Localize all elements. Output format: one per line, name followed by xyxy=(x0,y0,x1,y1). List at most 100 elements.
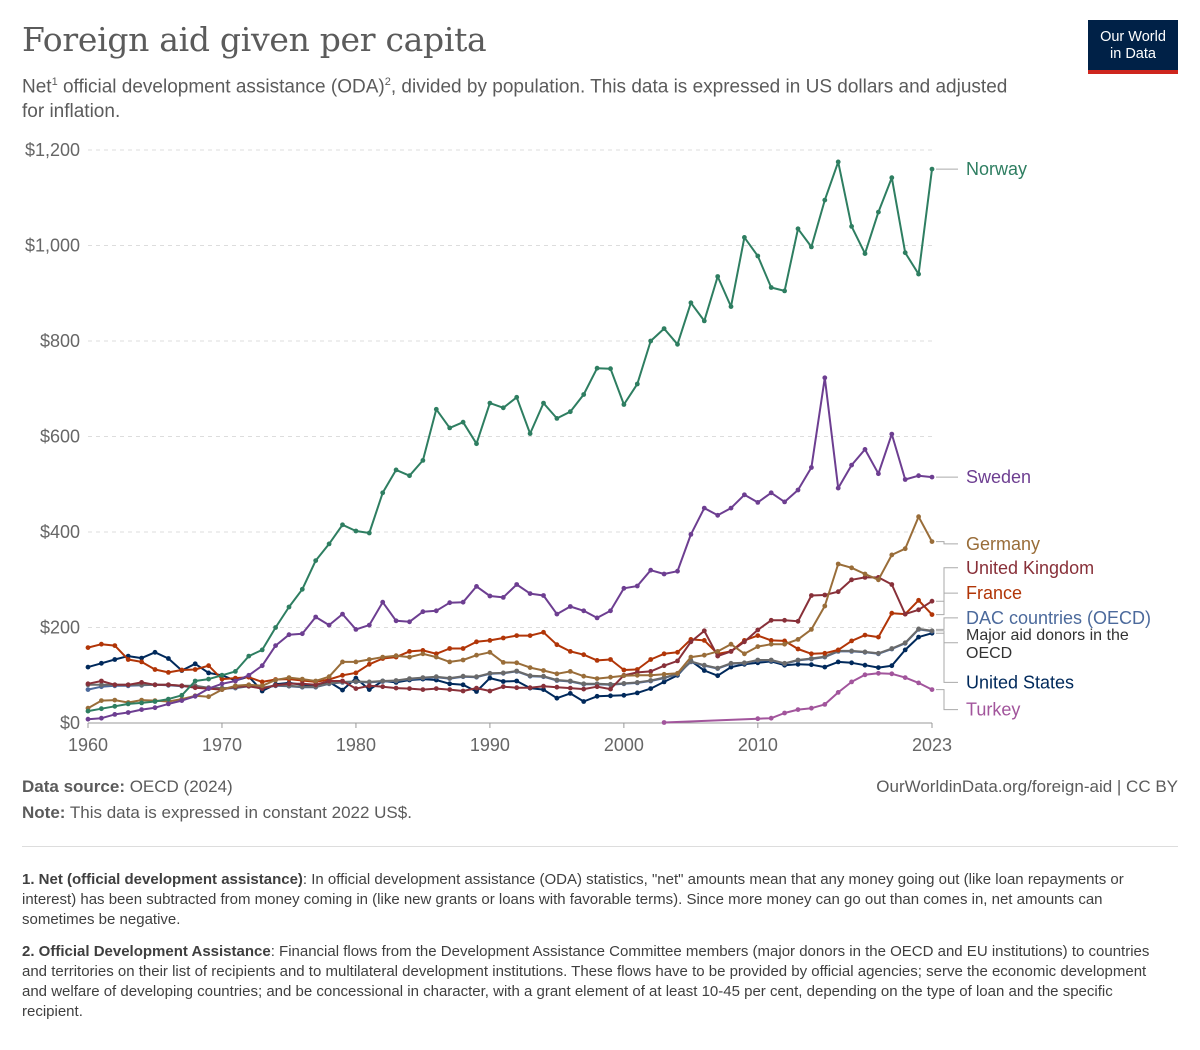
subtitle-part: official development assistance (ODA) xyxy=(57,76,385,98)
source-url[interactable]: OurWorldinData.org/foreign-aid | CC BY xyxy=(876,777,1178,796)
data-point-sweden xyxy=(112,712,118,717)
data-point-turkey xyxy=(835,690,841,695)
data-point-germany xyxy=(460,657,466,663)
data-point-sweden xyxy=(259,663,265,669)
data-point-norway xyxy=(192,678,198,684)
footnote-1-text: : In official development assistance (OD… xyxy=(22,871,1124,928)
data-point-united-kingdom xyxy=(447,687,453,692)
data-point-sweden xyxy=(768,490,774,496)
data-point-sweden xyxy=(742,492,747,498)
data-point-norway xyxy=(206,676,212,682)
data-point-norway xyxy=(541,400,546,406)
data-source-text[interactable]: OECD (2024) xyxy=(124,777,233,796)
data-point-germany xyxy=(393,653,399,659)
data-point-norway xyxy=(366,530,372,536)
footnote-ref-2[interactable]: 2 xyxy=(384,76,391,88)
data-point-united-kingdom xyxy=(715,653,721,659)
data-point-united-kingdom xyxy=(809,593,814,598)
data-point-major-aid-donors-in-the-oecd xyxy=(768,657,774,663)
data-point-united-states xyxy=(648,686,654,691)
data-point-france xyxy=(166,670,171,675)
data-point-united-kingdom xyxy=(353,686,359,691)
data-point-major-aid-donors-in-the-oecd xyxy=(742,660,747,666)
footnote-ref-1[interactable]: 1 xyxy=(51,76,58,88)
data-point-france xyxy=(648,657,654,662)
data-point-turkey xyxy=(876,670,881,676)
data-point-united-states xyxy=(192,661,198,667)
data-point-norway xyxy=(701,318,707,324)
data-point-norway xyxy=(835,159,841,165)
logo-line: Our World xyxy=(1100,29,1166,45)
data-point-united-kingdom xyxy=(487,688,493,694)
series-line-turkey xyxy=(664,672,933,724)
data-point-norway xyxy=(862,251,868,256)
data-point-germany xyxy=(755,644,761,649)
data-point-sweden xyxy=(701,505,707,511)
data-point-sweden xyxy=(661,571,667,577)
data-point-germany xyxy=(581,673,587,679)
data-point-united-kingdom xyxy=(581,686,587,692)
data-point-major-aid-donors-in-the-oecd xyxy=(902,640,908,646)
data-point-major-aid-donors-in-the-oecd xyxy=(99,682,104,688)
data-point-united-kingdom xyxy=(286,681,292,687)
data-point-sweden xyxy=(474,584,479,589)
footer-divider xyxy=(22,846,1178,847)
data-point-germany xyxy=(809,627,814,632)
data-point-united-kingdom xyxy=(675,658,680,664)
data-source-label: Data source: xyxy=(22,777,125,796)
data-point-united-kingdom xyxy=(849,577,854,583)
data-point-major-aid-donors-in-the-oecd xyxy=(460,673,466,679)
owid-logo[interactable]: Our World in Data xyxy=(1088,20,1178,74)
x-tick-label: 2000 xyxy=(604,735,644,755)
data-point-france xyxy=(755,633,761,638)
data-point-united-kingdom xyxy=(608,686,613,692)
y-tick-label: $1,000 xyxy=(25,236,80,256)
data-point-norway xyxy=(849,224,854,229)
data-point-france xyxy=(433,651,439,657)
data-point-united-states xyxy=(634,690,640,696)
data-point-major-aid-donors-in-the-oecd xyxy=(688,659,694,664)
data-point-france xyxy=(554,642,560,648)
data-point-france xyxy=(594,658,600,663)
data-point-united-states xyxy=(728,664,734,670)
data-point-sweden xyxy=(862,447,868,452)
data-point-norway xyxy=(85,708,91,714)
data-point-sweden xyxy=(594,615,600,621)
data-point-united-states xyxy=(152,649,158,655)
data-point-germany xyxy=(246,682,252,688)
data-point-norway xyxy=(675,341,680,347)
data-point-france xyxy=(259,679,265,685)
data-point-united-kingdom xyxy=(742,639,747,645)
data-point-sweden xyxy=(608,608,613,614)
data-point-turkey xyxy=(809,705,814,711)
data-point-norway xyxy=(916,271,921,277)
y-tick-label: $1,200 xyxy=(25,140,80,160)
data-point-major-aid-donors-in-the-oecd xyxy=(541,673,546,679)
data-point-sweden xyxy=(514,582,520,587)
data-point-sweden xyxy=(527,591,533,596)
data-point-norway xyxy=(112,703,118,709)
legend-label-line: Major aid donors in the xyxy=(966,627,1129,644)
chart-subtitle: Net1 official development assistance (OD… xyxy=(22,70,1022,124)
data-point-major-aid-donors-in-the-oecd xyxy=(849,648,854,654)
data-point-france xyxy=(500,635,506,641)
data-point-france xyxy=(768,638,774,643)
data-point-united-kingdom xyxy=(192,685,198,691)
data-point-norway xyxy=(929,166,935,172)
data-point-major-aid-donors-in-the-oecd xyxy=(728,660,734,666)
data-point-united-states xyxy=(822,664,828,670)
data-point-united-states xyxy=(876,665,881,670)
data-point-norway xyxy=(99,706,104,712)
legend-label-germany: Germany xyxy=(966,534,1040,554)
data-point-sweden xyxy=(902,477,908,482)
data-point-major-aid-donors-in-the-oecd xyxy=(514,668,520,674)
data-point-sweden xyxy=(621,585,627,591)
data-point-germany xyxy=(849,565,854,571)
legend-label-france: France xyxy=(966,583,1022,603)
data-point-major-aid-donors-in-the-oecd xyxy=(755,657,761,663)
data-point-norway xyxy=(420,458,426,463)
data-point-major-aid-donors-in-the-oecd xyxy=(621,681,627,686)
data-point-germany xyxy=(286,675,292,680)
data-point-norway xyxy=(273,625,278,630)
data-point-united-states xyxy=(795,661,801,667)
